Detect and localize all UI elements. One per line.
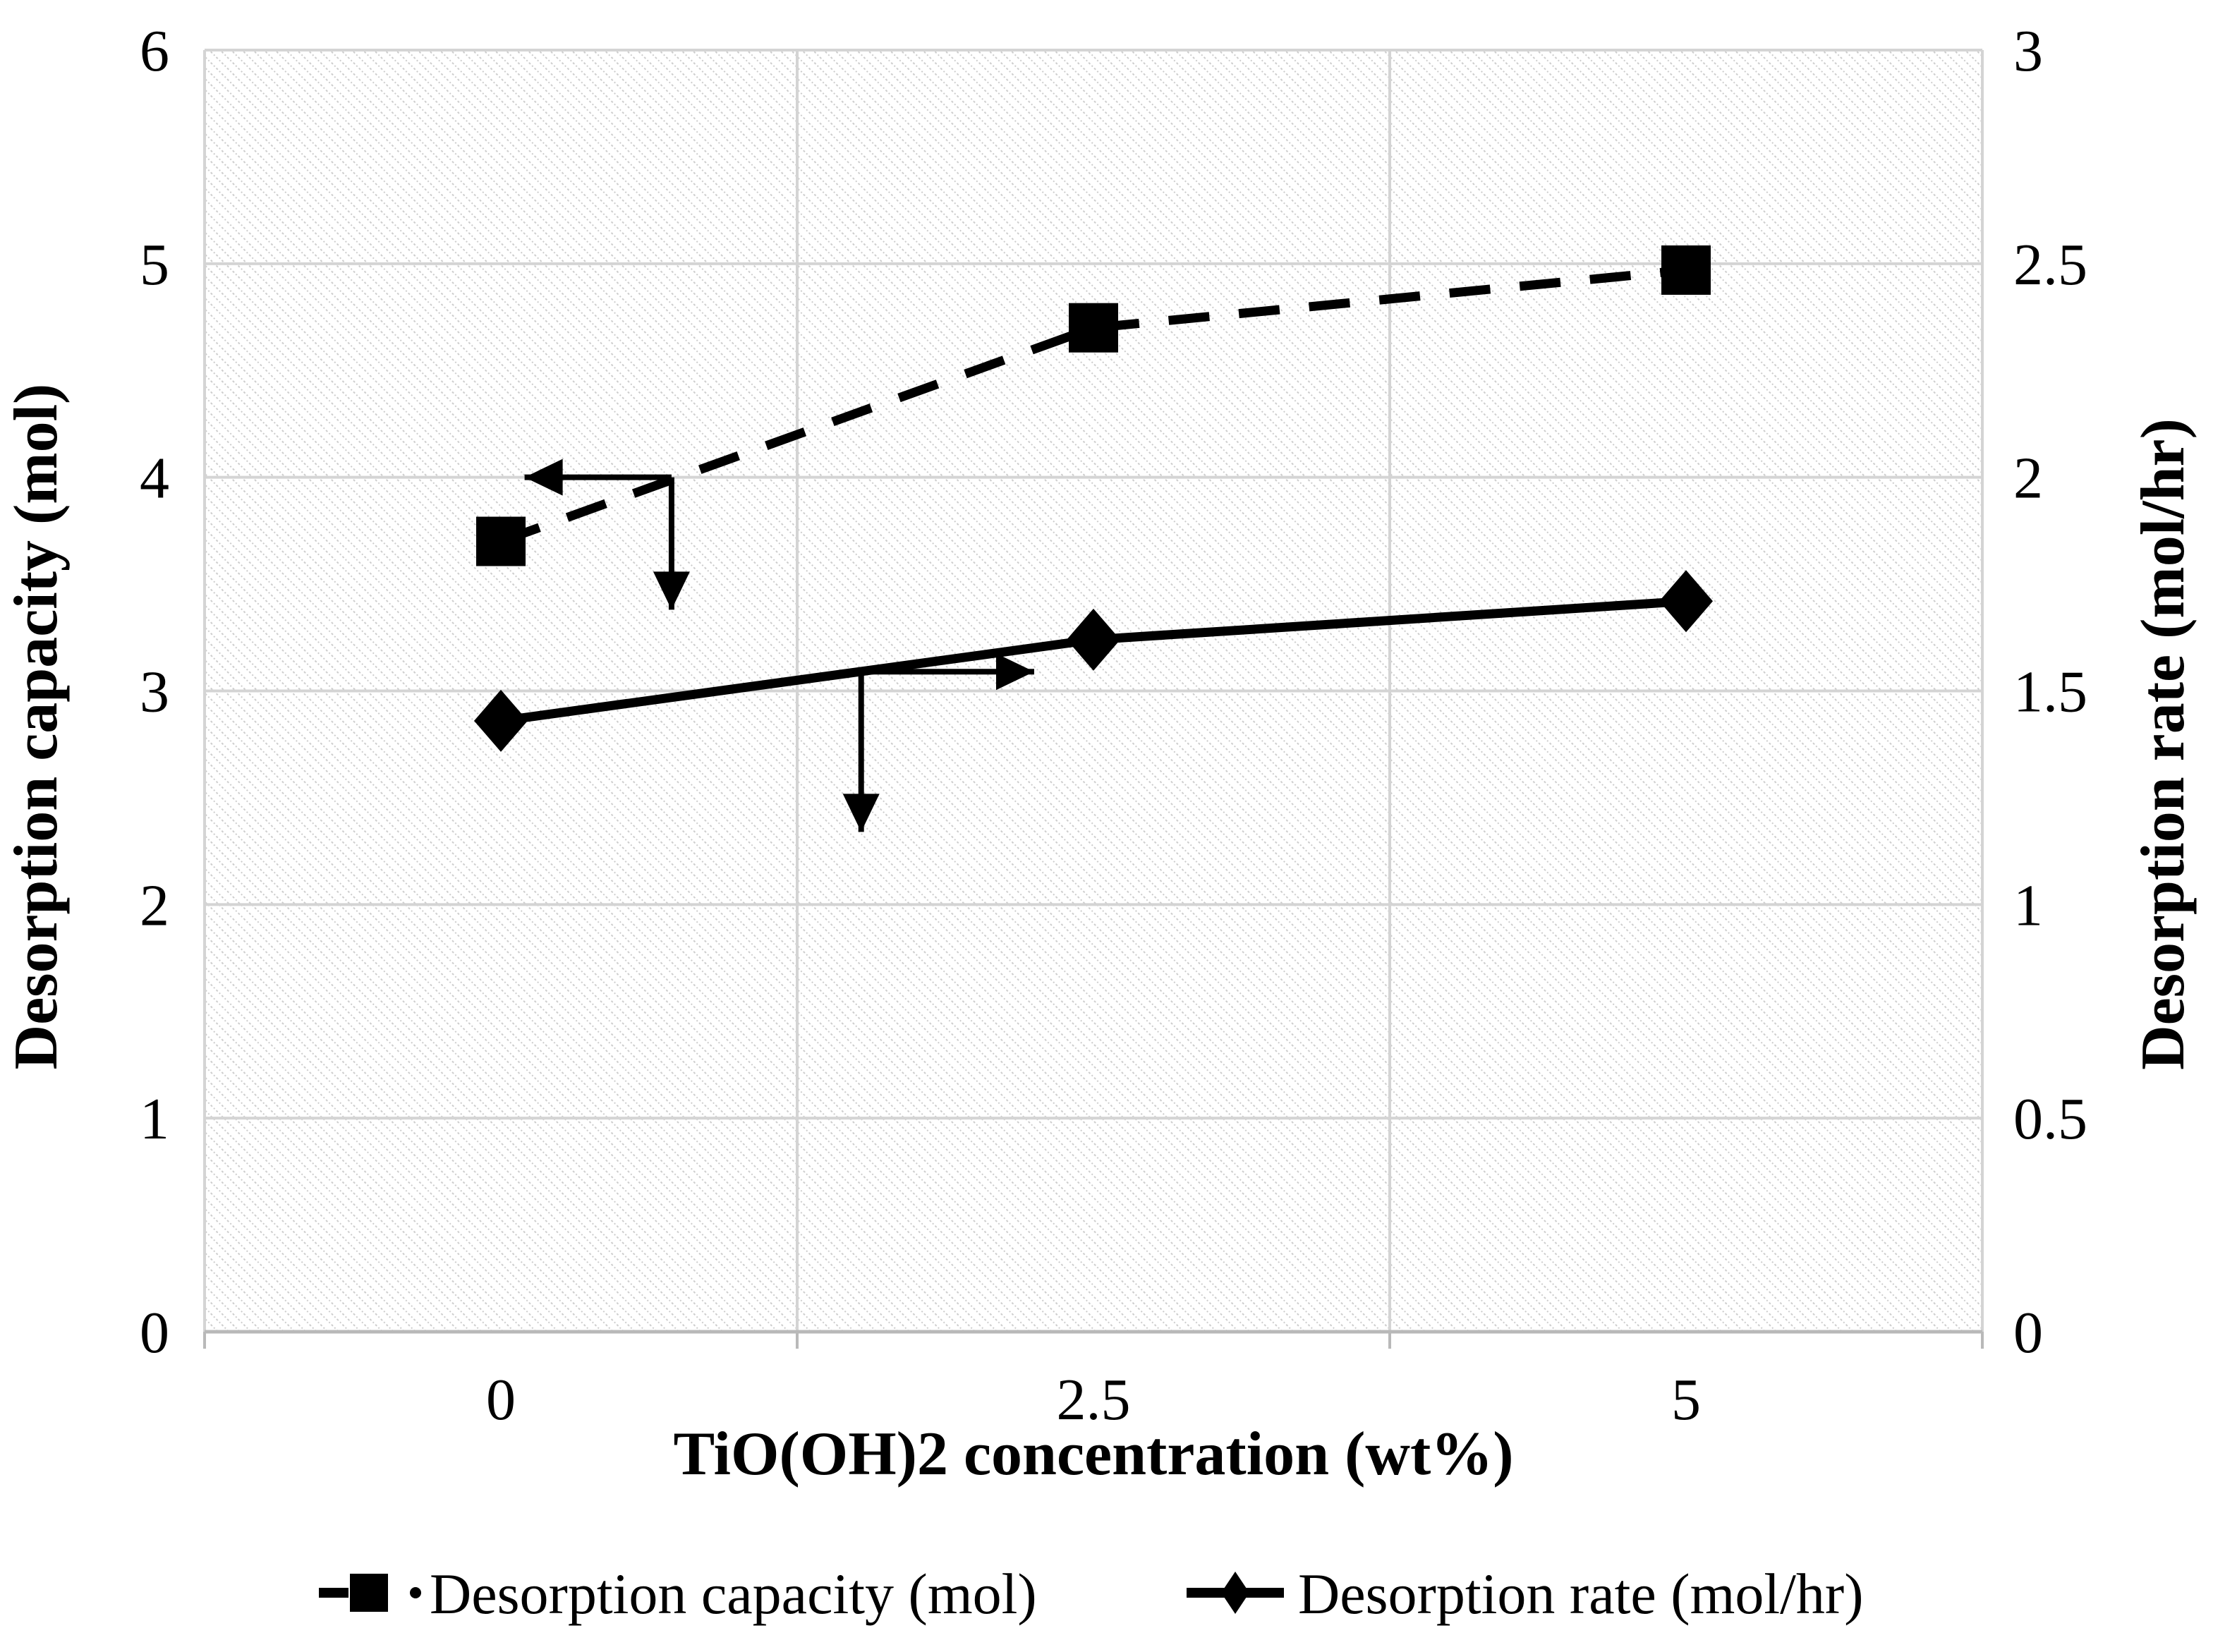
legend-label-rate: Desorption rate (mol/hr) — [1298, 1562, 1864, 1626]
arrowhead-down-icon — [842, 794, 880, 832]
legend: Desorption capacity (mol) Desorption rat… — [319, 1562, 1864, 1626]
right-axis-tick-label-1.5: 1.5 — [2013, 660, 2087, 725]
right-axis-tick-label-3: 3 — [2013, 18, 2043, 84]
capacity-reads-left-axis-arrow — [524, 458, 690, 610]
right-axis-title: Desorption rate (mol/hr) — [2129, 418, 2197, 1070]
x-axis-tick-label-0: 0 — [486, 1367, 516, 1433]
right-axis-tick-label-1: 1 — [2013, 873, 2043, 938]
series-line-capacity — [499, 265, 1687, 546]
legend-item-capacity: Desorption capacity (mol) — [319, 1562, 1037, 1626]
arrowhead-left-icon — [524, 458, 563, 496]
capacity-square-marker-0 — [476, 516, 526, 566]
legend-label-capacity: Desorption capacity (mol) — [430, 1562, 1037, 1626]
left-axis-tick-label-3: 3 — [140, 660, 169, 725]
left-axis-tick-label-0: 0 — [140, 1300, 169, 1366]
left-axis-tick-label-5: 5 — [140, 232, 169, 298]
right-axis-tick-label-0: 0 — [2013, 1300, 2043, 1366]
left-axis-tick-label-6: 6 — [140, 18, 169, 84]
right-axis-tick-label-2: 2 — [2013, 446, 2043, 511]
x-axis-tick-label-5: 5 — [1671, 1367, 1701, 1433]
legend-diamond-marker-icon — [1221, 1572, 1249, 1614]
rate-diamond-marker-1 — [1067, 608, 1120, 671]
rate-diamond-marker-0 — [474, 689, 528, 752]
legend-item-rate: Desorption rate (mol/hr) — [1187, 1562, 1864, 1626]
left-axis-tick-label-1: 1 — [140, 1086, 169, 1152]
legend-square-marker-icon — [350, 1574, 388, 1612]
right-axis-tick-label-0.5: 0.5 — [2013, 1086, 2087, 1152]
arrowhead-down-icon — [653, 571, 690, 610]
rate-reads-right-axis-arrow — [842, 653, 1034, 832]
left-axis-tick-label-4: 4 — [140, 446, 169, 511]
x-axis-tick-label-2.5: 2.5 — [1057, 1367, 1131, 1433]
arrowhead-right-icon — [996, 653, 1034, 691]
left-axis-tick-label-2: 2 — [140, 873, 169, 938]
capacity-square-marker-1 — [1069, 303, 1118, 353]
left-axis-title: Desorption capacity (mol) — [2, 384, 71, 1070]
capacity-square-marker-2 — [1661, 245, 1711, 295]
legend-dot-segment-icon — [410, 1587, 421, 1598]
right-axis-tick-label-2.5: 2.5 — [2013, 232, 2087, 298]
x-axis-title: TiO(OH)2 concentration (wt%) — [673, 1420, 1513, 1488]
rate-diamond-marker-2 — [1659, 570, 1713, 633]
